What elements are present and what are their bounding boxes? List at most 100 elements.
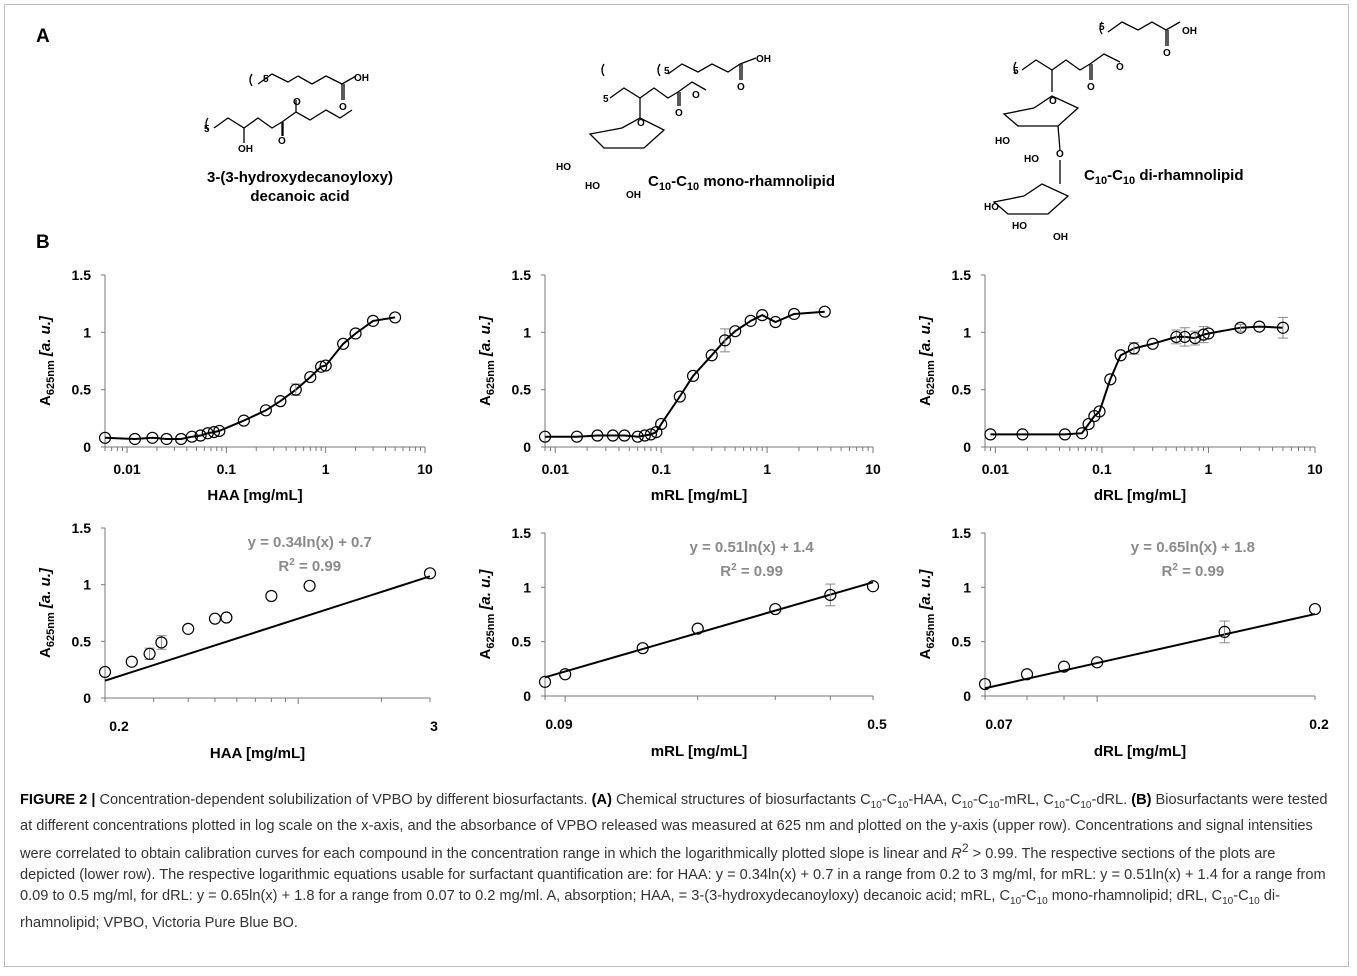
error-bar — [1190, 330, 1201, 346]
fit-r-squared: R2 = 0.99 — [1162, 562, 1225, 580]
data-point — [769, 602, 782, 616]
svg-text:O: O — [339, 102, 347, 113]
error-bar — [719, 328, 730, 353]
svg-text:HO: HO — [585, 181, 600, 192]
error-bar — [1171, 329, 1182, 345]
data-point — [1197, 328, 1210, 341]
data-point — [1075, 427, 1089, 440]
data-point — [1020, 668, 1034, 681]
data-point — [591, 429, 604, 442]
svg-text:OH: OH — [238, 144, 253, 155]
error-bar — [1235, 323, 1246, 332]
x-tick-label: 10 — [1307, 461, 1323, 477]
svg-text:5: 5 — [1099, 22, 1105, 33]
x-tick-label: 0.2 — [1309, 716, 1329, 732]
y-label-unit: [a. u.] — [917, 315, 934, 360]
y-axis-label: A625nm [a. u.] — [477, 315, 497, 406]
data-point — [220, 611, 233, 624]
y-label-unit: [a. u.] — [37, 567, 54, 612]
caption-figure-label: FIGURE 2 | — [20, 792, 96, 808]
data-point — [1189, 331, 1202, 345]
svg-text:O: O — [1087, 82, 1095, 93]
svg-text:OH: OH — [756, 54, 771, 65]
y-axis-label: A625nm [a. u.] — [917, 315, 937, 406]
svg-text:O: O — [278, 136, 286, 147]
x-tick-label: 0.01 — [113, 461, 140, 477]
data-point — [636, 642, 649, 655]
data-point — [259, 404, 272, 417]
chart-1: 0 0.5 1 1.5 0.01 0.1 1 10 HAA [mg/mL] A625nm [a. … — [37, 267, 433, 504]
y-tick-label: 0.5 — [952, 382, 972, 398]
error-bar — [156, 635, 167, 650]
error-bar — [825, 583, 836, 607]
y-tick-label: 0.5 — [952, 634, 972, 650]
data-point — [1093, 405, 1106, 418]
data-point — [744, 314, 757, 327]
figure-frame — [4, 4, 1349, 967]
y-tick-label: 1 — [963, 579, 971, 595]
y-label-sub: 625nm — [485, 360, 497, 395]
chemical-structures: OH O O O OH 5 5 OH O O O O HO HO OH 5 5 … — [204, 21, 1197, 243]
data-point — [824, 588, 837, 602]
mrl-structure-label: C10-C10 mono-rhamnolipid — [648, 173, 835, 193]
data-point — [1218, 625, 1231, 638]
x-axis-label: HAA [mg/mL] — [207, 487, 302, 504]
y-label-unit: [a. u.] — [477, 315, 494, 360]
fit-equation: y = 0.51ln(x) + 1.4 — [690, 539, 815, 556]
data-point — [673, 390, 686, 403]
figure-caption: FIGURE 2 | Concentration-dependent solub… — [20, 792, 1328, 931]
data-point — [1146, 337, 1159, 350]
data-point — [160, 432, 173, 446]
data-point — [978, 677, 992, 691]
chart-6: 0 0.5 1 1.5 0.07 0.2 dRL [mg/mL] A625nm [a. u.]… — [917, 525, 1329, 760]
fit-equation: y = 0.34ln(x) + 0.7 — [248, 534, 372, 551]
y-axis-label: A625nm [a. u.] — [477, 569, 497, 660]
error-bar — [1277, 316, 1288, 339]
data-point — [349, 327, 362, 340]
drl-structure-label: C10-C10 di-rhamnolipid — [1084, 167, 1244, 187]
svg-text:OH: OH — [1182, 26, 1197, 37]
data-point — [1127, 342, 1141, 355]
y-label-main: A — [477, 395, 494, 406]
data-point — [182, 622, 195, 635]
svg-text:O: O — [737, 82, 745, 93]
data-point — [818, 305, 831, 318]
x-tick-label: 0.2 — [109, 718, 129, 734]
data-point — [729, 325, 742, 338]
y-tick-label: 0 — [523, 688, 531, 704]
y-tick-label: 0.5 — [72, 382, 92, 398]
y-axis-label: A625nm [a. u.] — [37, 315, 57, 406]
data-point — [1234, 321, 1247, 334]
y-label-unit: [a. u.] — [917, 569, 934, 614]
data-point — [1091, 656, 1104, 669]
data-point — [1253, 320, 1266, 333]
error-bar — [1179, 327, 1190, 347]
chart-5: 0 0.5 1 1.5 0.09 0.5 mRL [mg/mL] A625nm [a. u.]… — [477, 525, 887, 760]
svg-text:OH: OH — [354, 73, 369, 84]
y-tick-label: 0.5 — [512, 382, 532, 398]
svg-text:OH: OH — [1053, 232, 1068, 243]
y-label-main: A — [37, 395, 54, 406]
svg-text:5: 5 — [204, 124, 210, 135]
y-tick-label: 0.5 — [512, 634, 532, 650]
svg-text:HO: HO — [984, 202, 999, 213]
svg-text:O: O — [692, 90, 700, 101]
x-tick-label: 1 — [1205, 461, 1213, 477]
data-point — [265, 589, 278, 603]
x-axis-label: dRL [mg/mL] — [1094, 743, 1186, 760]
data-point — [638, 429, 651, 442]
haa-label-line1: 3-(3-hydroxydecanoyloxy) — [207, 169, 393, 186]
x-axis-label: mRL [mg/mL] — [651, 743, 747, 760]
y-label-sub: 625nm — [485, 614, 497, 649]
x-tick-label: 1 — [763, 461, 771, 477]
y-tick-label: 0.5 — [72, 633, 92, 649]
data-point — [155, 636, 168, 649]
y-tick-label: 1 — [963, 324, 971, 340]
fit-line — [104, 575, 431, 682]
data-point — [686, 369, 700, 383]
data-point — [1308, 602, 1322, 616]
x-tick-label: 0.09 — [545, 716, 572, 732]
data-point — [208, 612, 222, 625]
